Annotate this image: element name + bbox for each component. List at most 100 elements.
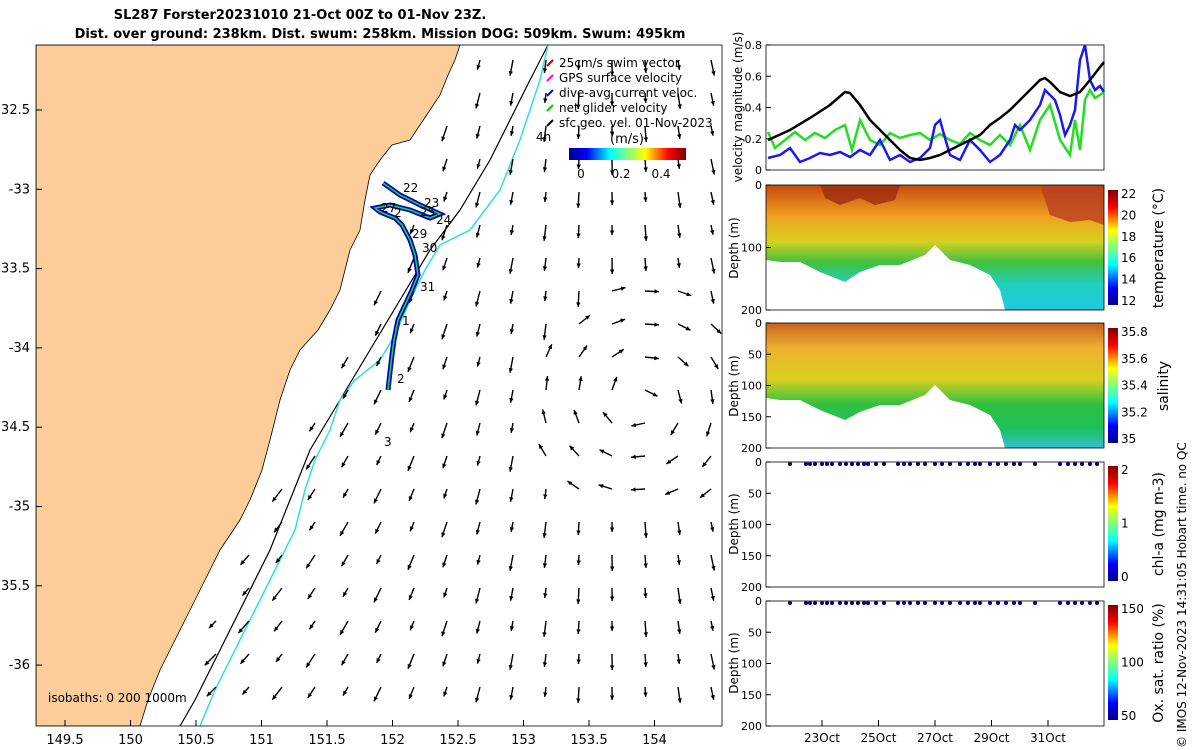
cbar-tick-label: 35.8 (1121, 325, 1148, 339)
current-arrowhead (542, 236, 547, 241)
cbar-tick-label: 35.2 (1121, 405, 1148, 419)
current-arrowhead (685, 326, 691, 331)
current-arrowhead (274, 626, 279, 632)
legend-label: GPS surface velocity (559, 71, 682, 85)
current-arrowhead (714, 363, 719, 369)
day-label: 3 (384, 435, 392, 449)
sample-dot (1004, 601, 1008, 605)
current-arrowhead (375, 429, 380, 435)
current-arrowhead (670, 429, 675, 435)
current-arrowhead (609, 665, 615, 670)
current-arrowhead (643, 68, 648, 73)
cbar-tick-label: 12 (1121, 294, 1136, 308)
y-tick-label: 50 (748, 626, 762, 639)
current-arrowhead (710, 694, 715, 700)
current-arrowhead (547, 344, 552, 350)
current-arrowhead (204, 660, 210, 666)
current-arrowhead (306, 464, 311, 470)
cbar-tick-label: 35.6 (1121, 352, 1148, 366)
sample-dot (933, 601, 937, 605)
current-arrowhead (544, 376, 550, 381)
current-arrowhead (666, 459, 672, 464)
current-arrowhead (620, 286, 626, 291)
current-arrowhead (710, 199, 715, 205)
isobath-200 (179, 45, 549, 726)
current-arrowhead (508, 70, 513, 76)
day-label: 2 (397, 372, 405, 386)
legend-label: sfc.geo. vel. 01-Nov-2023 (559, 116, 713, 130)
current-arrowhead (599, 449, 605, 454)
current-arrowhead (509, 625, 515, 631)
current-arrowhead (340, 530, 345, 536)
current-arrowhead (686, 292, 692, 297)
lat-tick-label: 35.5 (1, 579, 30, 594)
time-tick-label: 23Oct (804, 731, 840, 745)
current-arrowhead (475, 331, 480, 337)
day-label: 29 (412, 227, 427, 241)
current-arrowhead (341, 660, 346, 666)
current-arrowhead (677, 530, 682, 535)
current-arrowhead (374, 597, 378, 603)
y-tick-label: 0.2 (745, 133, 763, 146)
sample-dot (1088, 462, 1092, 466)
current-arrowhead (509, 526, 515, 532)
lon-ticks: 149.5 150 150.5 151 151.5 152 152.5 153 153.5 154 (46, 720, 667, 748)
current-arrowhead (509, 595, 514, 601)
y-tick-label: 0 (755, 595, 762, 608)
current-arrowhead (475, 202, 480, 208)
sample-dot (988, 462, 992, 466)
current-arrowhead (509, 397, 514, 403)
sample-dot (1012, 601, 1016, 605)
current-arrowhead (710, 298, 715, 304)
sample-dot (916, 462, 920, 466)
current-arrowhead (677, 599, 682, 604)
y-tick-label: 100 (741, 242, 762, 255)
current-arrowhead (275, 558, 281, 563)
current-arrowhead (578, 376, 583, 381)
current-arrowhead (407, 267, 412, 273)
current-arrowhead (643, 533, 649, 538)
current-arrowhead (509, 427, 515, 433)
current-arrowhead (542, 335, 547, 340)
sample-dot (830, 462, 834, 466)
sample-dot (813, 601, 817, 605)
current-arrowhead (609, 626, 615, 631)
sample-dot (862, 462, 866, 466)
sample-dot (788, 462, 792, 466)
sample-dot (896, 462, 900, 466)
current-arrowhead (442, 265, 447, 271)
current-arrowhead (643, 236, 649, 241)
current-arrowhead (665, 490, 671, 495)
y-tick-label: 150 (741, 550, 762, 563)
sample-dot (948, 601, 952, 605)
current-arrowhead (407, 663, 412, 669)
current-arrowhead (441, 433, 446, 439)
y-tick-label: 100 (741, 519, 762, 532)
legend-swatch (546, 74, 554, 82)
map-area (36, 45, 549, 726)
current-arrowhead (475, 697, 480, 703)
sample-dot (923, 601, 927, 605)
current-arrowhead (374, 696, 378, 702)
y-tick-label: 50 (748, 348, 762, 361)
current-arrowhead (543, 593, 548, 598)
current-arrowhead (676, 263, 681, 268)
sample-dot (978, 462, 982, 466)
y-tick-label: 0 (755, 317, 762, 330)
current-arrowhead (576, 530, 581, 535)
sample-dot (966, 462, 970, 466)
sample-dot (1080, 462, 1084, 466)
current-arrowhead (609, 71, 615, 76)
current-arrowhead (541, 409, 546, 415)
sample-dot (933, 462, 937, 466)
lat-tick-label: -34 (9, 341, 30, 356)
map-frame (35, 44, 723, 727)
cbar-tick-label: 0 (1121, 570, 1129, 584)
current-arrowhead (609, 527, 615, 532)
current-arrowhead (508, 565, 513, 571)
lat-tick-label: 34.5 (1, 420, 30, 435)
current-arrowhead (576, 302, 581, 307)
